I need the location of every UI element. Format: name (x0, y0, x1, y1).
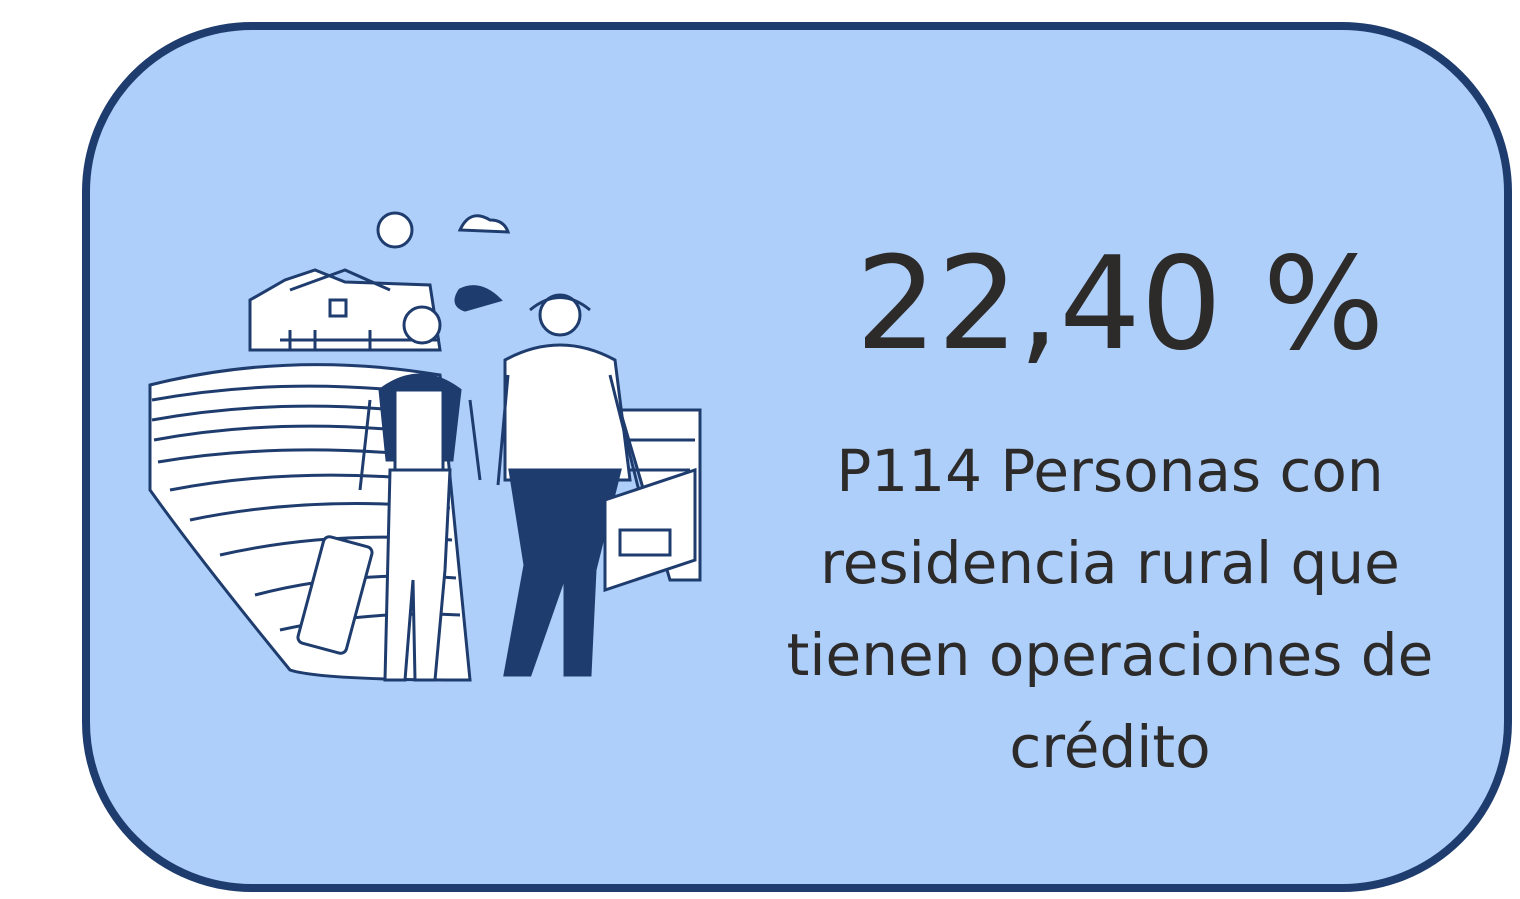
rural-illustration (140, 200, 720, 700)
kpi-value: 22,40 % (760, 235, 1480, 375)
kpi-description: P114 Personas con residencia rural que t… (725, 425, 1495, 793)
page: 22,40 % P114 Personas con residencia rur… (0, 0, 1520, 899)
